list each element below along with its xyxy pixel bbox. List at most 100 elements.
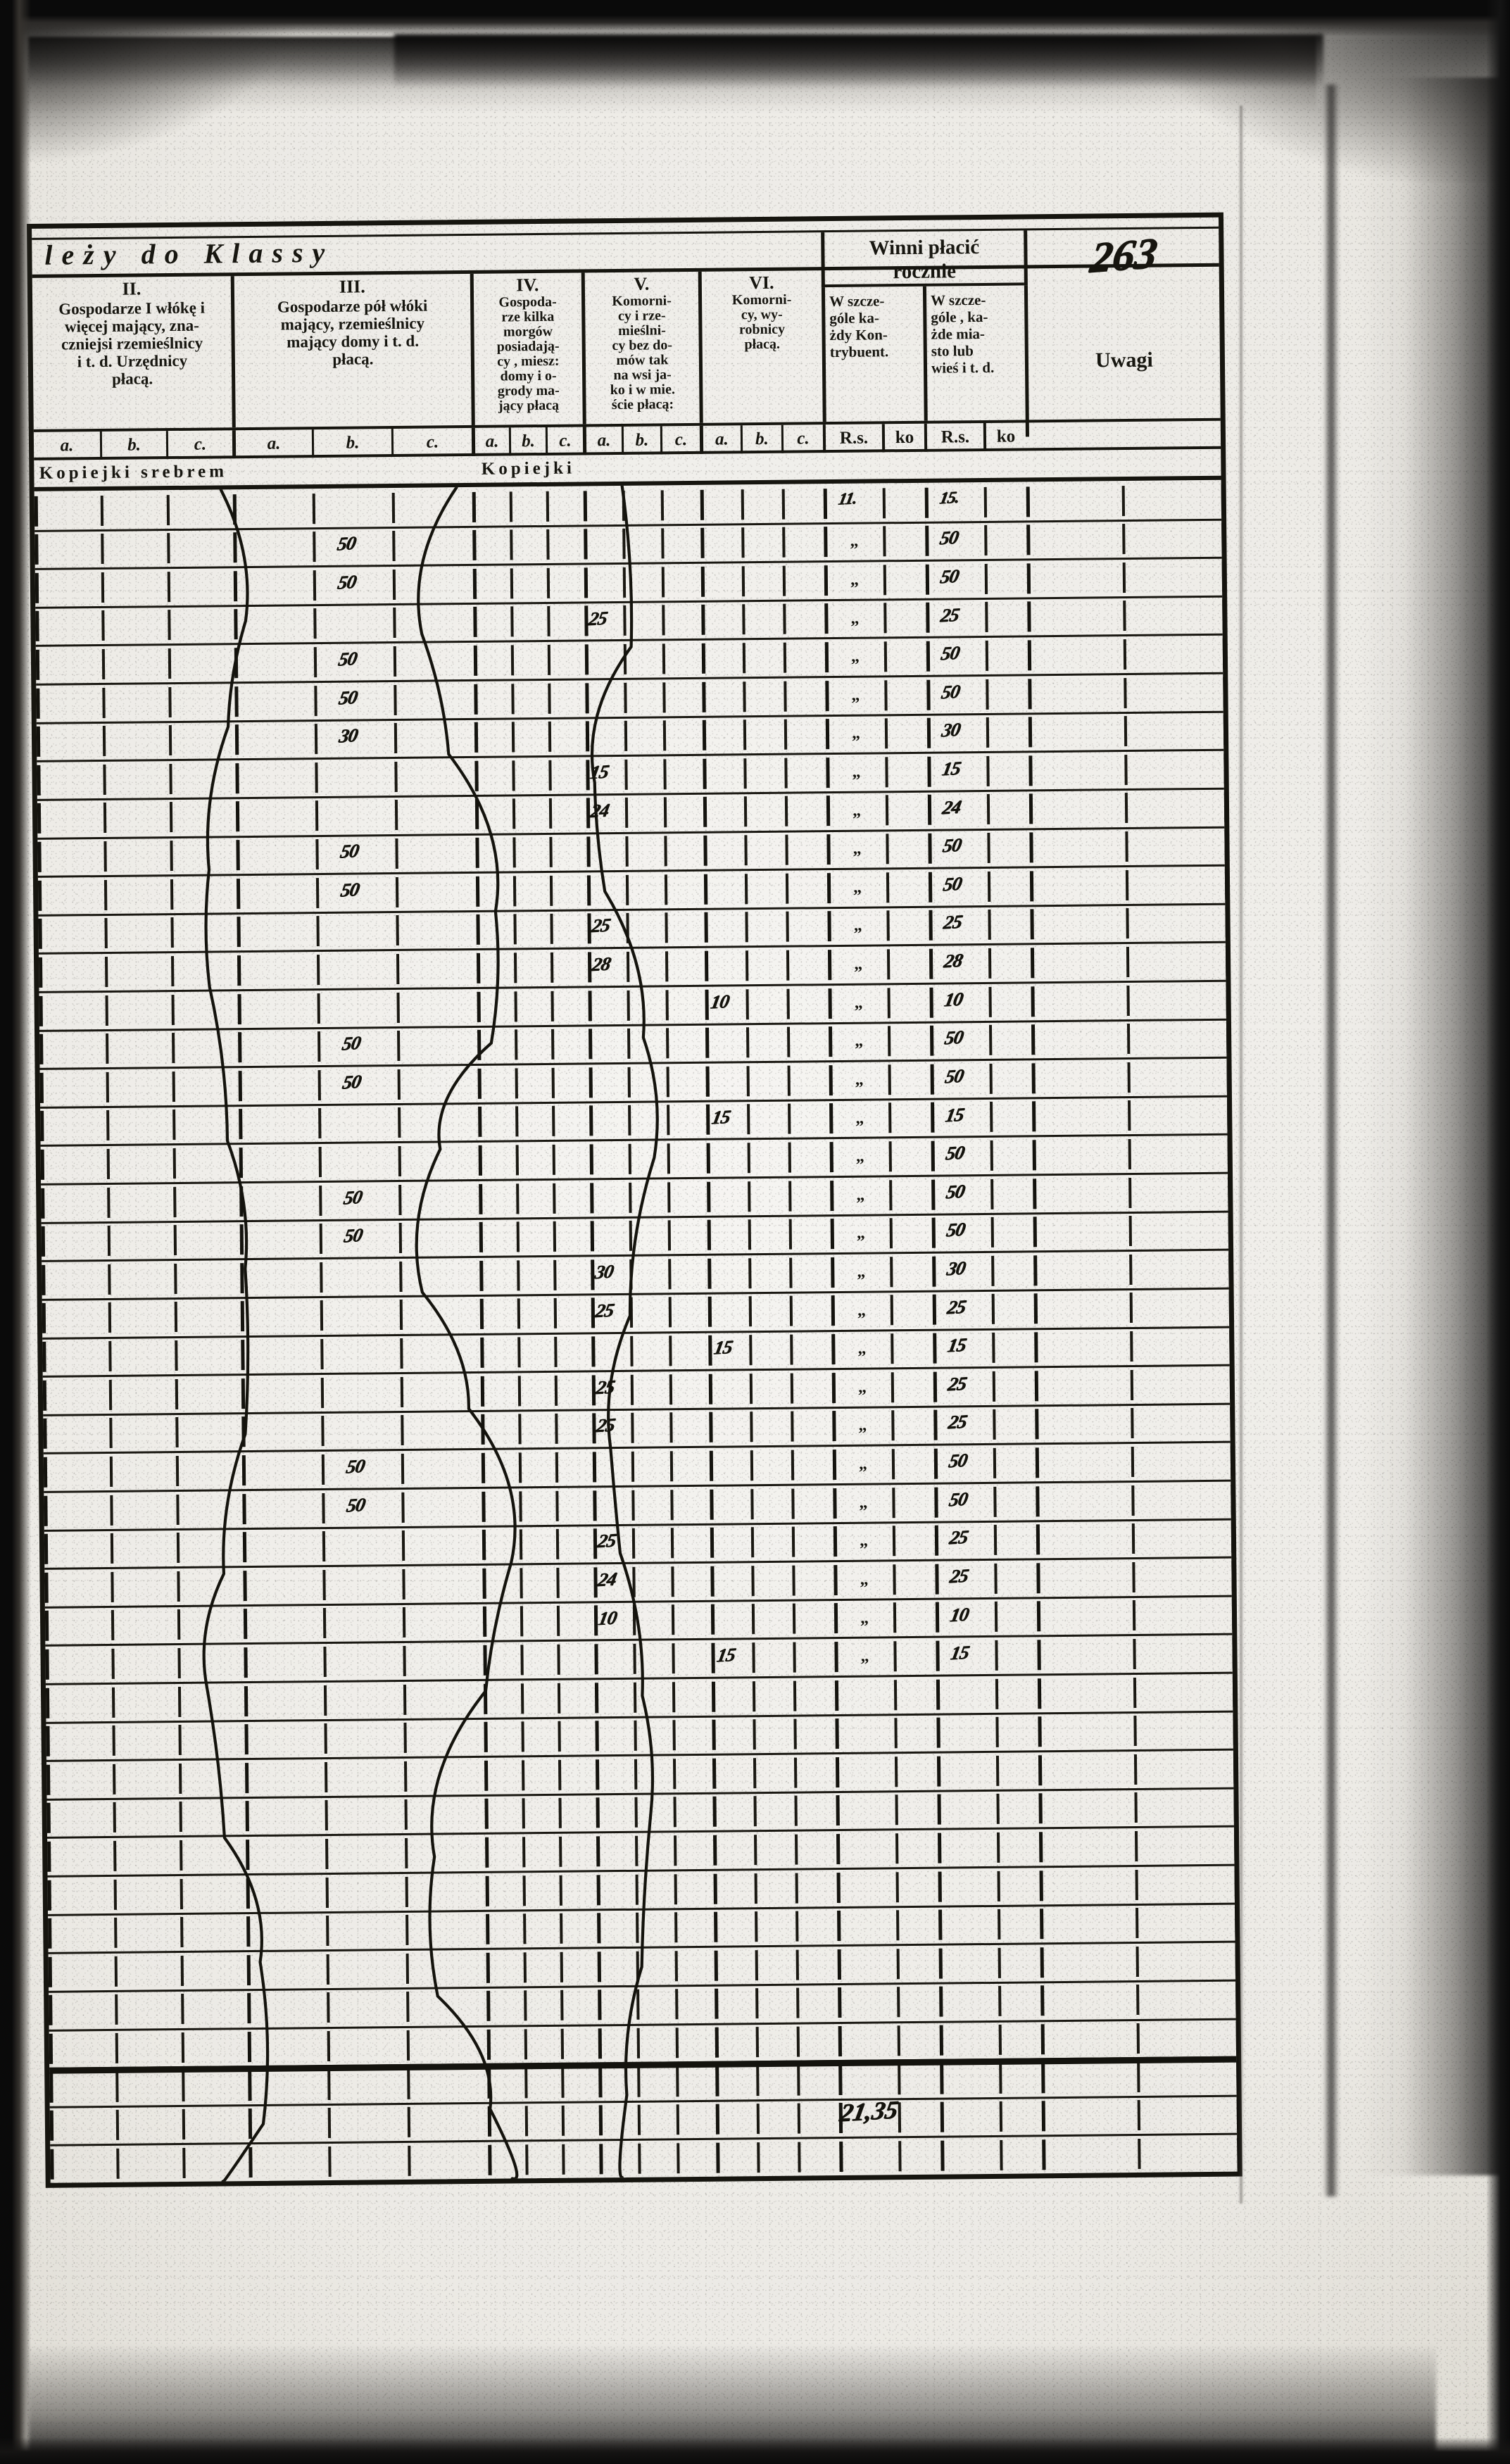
- column-rule: [106, 1071, 109, 1102]
- column-rule: [705, 1027, 710, 1058]
- column-rule: [988, 909, 991, 940]
- sub-V-b: b.: [621, 426, 661, 455]
- column-rule: [825, 681, 829, 712]
- payment-group-title: Winni płacić rocznie: [821, 230, 1024, 288]
- column-rule: [631, 1412, 634, 1443]
- column-rule: [398, 1184, 402, 1215]
- column-rule: [706, 1143, 710, 1174]
- column-rule: [884, 680, 888, 711]
- column-rule: [1122, 524, 1126, 555]
- column-rule: [1229, 1330, 1233, 1361]
- column-roman-II: II.: [122, 278, 141, 299]
- ledger-amount: 15: [943, 1103, 966, 1126]
- column-rule: [796, 1987, 800, 2018]
- column-rule: [674, 1874, 677, 1905]
- column-rule: [1035, 1409, 1039, 1440]
- column-rule: [933, 1333, 937, 1364]
- column-rule: [239, 1148, 244, 1178]
- column-rule: [1028, 679, 1032, 710]
- column-rule: [929, 910, 933, 941]
- column-rule: [835, 1757, 840, 1788]
- column-rule: [392, 530, 396, 562]
- column-rule: [926, 602, 930, 633]
- column-rule: [243, 1609, 248, 1640]
- column-rule: [517, 1260, 520, 1291]
- column-rule: [511, 684, 515, 715]
- column-rule: [622, 567, 627, 598]
- ditto-mark: „: [860, 1647, 869, 1666]
- column-rule: [939, 1986, 943, 2017]
- column-rule: [108, 1302, 112, 1333]
- column-rule: [519, 1529, 523, 1560]
- column-rule: [485, 1837, 489, 1868]
- row-rule: [47, 1863, 1235, 1878]
- column-rule: [589, 1029, 593, 1060]
- column-rule: [996, 1793, 1000, 1824]
- column-rule: [110, 1495, 113, 1526]
- column-rule: [1030, 948, 1035, 979]
- column-rule: [1137, 2099, 1141, 2130]
- row-rule: [36, 710, 1223, 724]
- column-rule: [313, 570, 317, 601]
- column-rule: [753, 1758, 757, 1789]
- column-rule: [838, 2065, 843, 2096]
- column-rule: [108, 1379, 113, 1410]
- column-rule: [826, 758, 830, 788]
- column-rule: [314, 686, 317, 717]
- column-rule: [669, 1335, 672, 1366]
- column-rule: [511, 722, 515, 753]
- column-rule: [560, 1990, 564, 2020]
- column-rule: [524, 2068, 528, 2099]
- column-rule: [885, 795, 889, 826]
- column-rule: [598, 1990, 602, 2020]
- column-rule: [558, 1797, 562, 1828]
- column-rule: [102, 687, 106, 718]
- column-rule: [675, 2028, 679, 2058]
- row-rule: [40, 1095, 1227, 1109]
- column-rule: [515, 1029, 518, 1060]
- row-rule: [36, 672, 1223, 686]
- column-rule: [47, 1880, 51, 1911]
- column-rule: [715, 2066, 719, 2097]
- column-rule: [597, 1951, 602, 1982]
- column-rule: [741, 566, 745, 597]
- column-rule: [1223, 791, 1228, 822]
- column-rule: [898, 2064, 901, 2095]
- column-rule: [549, 836, 553, 867]
- column-rule: [172, 1071, 175, 1102]
- column-rule: [888, 1064, 891, 1095]
- column-rule: [933, 1409, 938, 1440]
- column-rule: [1029, 871, 1034, 902]
- column-rule: [757, 2142, 760, 2173]
- column-rule: [745, 989, 749, 1020]
- column-rule: [750, 1527, 755, 1558]
- column-rule: [751, 1566, 755, 1597]
- ledger-amount: 11.: [836, 489, 859, 509]
- column-rule: [781, 489, 786, 520]
- column-rule: [560, 1913, 563, 1944]
- row-rule: [37, 787, 1224, 801]
- column-rule: [1126, 908, 1129, 939]
- column-rule: [39, 957, 43, 988]
- column-rule: [889, 1218, 893, 1249]
- column-rule: [116, 2148, 120, 2179]
- column-rule: [1124, 755, 1128, 786]
- column-rule: [238, 1071, 242, 1102]
- column-rule: [986, 793, 990, 824]
- column-rule: [700, 527, 705, 558]
- column-rule: [479, 1260, 484, 1291]
- column-rule: [786, 911, 789, 942]
- column-rule: [996, 1832, 1000, 1863]
- column-rule: [1233, 1753, 1238, 1784]
- column-rule: [1132, 1599, 1136, 1631]
- column-rule: [1227, 1138, 1231, 1169]
- column-rule: [323, 1685, 327, 1716]
- column-rule: [743, 681, 746, 712]
- column-rule: [486, 1990, 491, 2021]
- column-rule: [324, 1723, 327, 1754]
- column-rule: [513, 914, 517, 945]
- column-rule: [937, 1794, 941, 1825]
- column-rule: [516, 1221, 520, 1252]
- column-rule: [178, 1724, 182, 1756]
- ledger-amount: 15: [710, 1105, 732, 1129]
